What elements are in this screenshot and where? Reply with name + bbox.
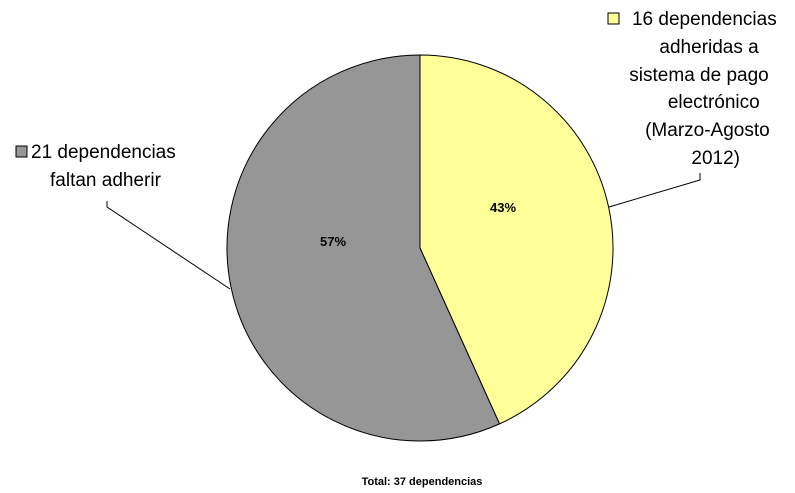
pie-slice-faltan xyxy=(226,54,501,442)
slice-percent-label-faltan: 57% xyxy=(320,234,346,249)
slice-label-line: 2012) xyxy=(691,148,740,169)
chart-footer-total: Total: 37 dependencias xyxy=(362,476,483,488)
slice-label-faltan: 21 dependencias faltan adherir xyxy=(31,142,181,191)
legend-marker-adheridas xyxy=(607,12,620,25)
slice-label-line: sistema de pago xyxy=(629,65,768,86)
leader-line-faltan xyxy=(106,201,231,290)
slice-label-line: (Marzo-Agosto xyxy=(645,120,770,141)
slice-label-line: electrónico xyxy=(668,92,760,113)
slice-label-line: 21 dependencias xyxy=(31,142,176,163)
slice-label-line: faltan adherir xyxy=(50,170,162,191)
pie-slices xyxy=(226,54,614,442)
leader-line-adheridas xyxy=(608,173,701,208)
pie-slice-adheridas xyxy=(419,54,614,425)
legend-marker-faltan xyxy=(15,145,28,158)
slice-label-line: adheridas a xyxy=(659,37,759,58)
slice-label-line: 16 dependencias xyxy=(632,9,777,30)
slice-percent-label-adheridas: 43% xyxy=(490,200,516,215)
slice-label-adheridas: 16 dependencias adheridas a sistema de p… xyxy=(629,9,782,169)
